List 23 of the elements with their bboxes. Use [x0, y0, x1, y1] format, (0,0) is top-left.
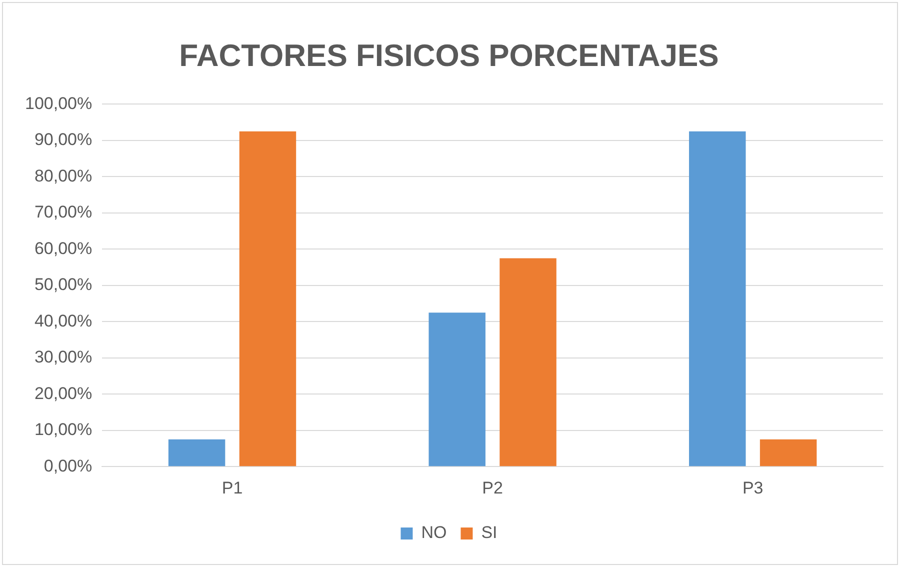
x-tick-label: P2	[482, 478, 503, 498]
y-tick-label: 0,00%	[44, 456, 92, 476]
legend-label: NO	[421, 523, 447, 542]
bar	[239, 131, 296, 466]
y-tick-label: 40,00%	[34, 311, 92, 330]
y-tick-label: 80,00%	[34, 166, 92, 186]
bar	[500, 258, 556, 466]
y-tick-label: 20,00%	[34, 384, 92, 403]
y-tick-label: 50,00%	[34, 275, 92, 294]
bar	[760, 439, 817, 466]
x-tick-label: P3	[742, 478, 764, 498]
bar	[689, 131, 746, 466]
bar	[168, 439, 226, 466]
y-tick-label: 90,00%	[34, 130, 92, 150]
y-tick-label: 60,00%	[34, 238, 92, 258]
y-tick-label: 100,00%	[24, 94, 92, 113]
legend-label: SI	[481, 523, 498, 542]
bar	[428, 312, 486, 466]
y-tick-label: 10,00%	[34, 420, 92, 440]
x-tick-label: P1	[222, 478, 243, 498]
y-tick-label: 70,00%	[34, 202, 92, 222]
chart-title: FACTORES FISICOS PORCENTAJES	[179, 38, 719, 74]
y-tick-label: 30,00%	[34, 348, 92, 367]
